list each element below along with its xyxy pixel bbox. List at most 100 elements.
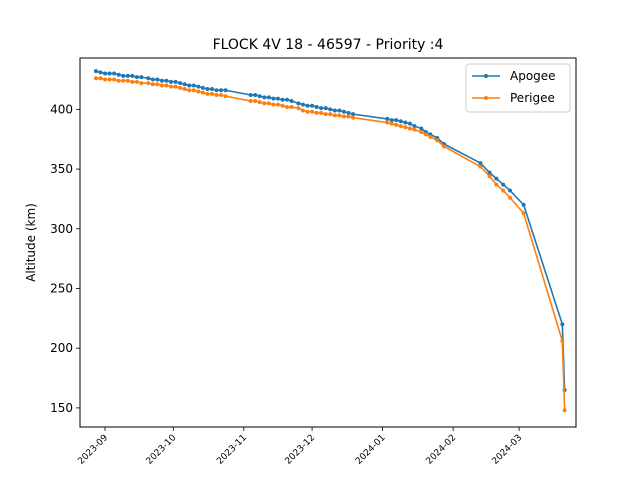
apogee-point-1 [98, 70, 103, 75]
apogee-point-26 [214, 88, 219, 93]
legend-label-perigee: Perigee [510, 91, 555, 105]
perigee-point-0 [93, 76, 98, 81]
perigee-point-42 [310, 109, 315, 114]
apogee-point-69 [521, 202, 526, 207]
y-tick-label-3: 300 [50, 222, 73, 236]
perigee-point-5 [116, 78, 121, 83]
apogee-point-32 [262, 95, 267, 100]
legend-marker-apogee [484, 74, 488, 78]
apogee-point-53 [389, 118, 394, 123]
perigee-point-24 [205, 91, 210, 96]
apogee-point-34 [271, 96, 276, 101]
apogee-point-35 [275, 96, 280, 101]
perigee-point-20 [187, 88, 192, 93]
perigee-point-39 [296, 106, 301, 111]
perigee-point-1 [98, 76, 103, 81]
apogee-point-47 [332, 108, 337, 113]
perigee-point-25 [209, 91, 214, 96]
perigee-point-55 [398, 124, 403, 129]
perigee-point-58 [412, 127, 417, 132]
apogee-point-50 [346, 110, 351, 115]
perigee-point-15 [164, 83, 169, 88]
perigee-point-29 [248, 98, 253, 103]
apogee-point-33 [266, 95, 271, 100]
perigee-point-56 [403, 125, 408, 130]
apogee-point-57 [407, 121, 412, 126]
perigee-point-36 [280, 103, 285, 108]
perigee-point-2 [103, 77, 108, 82]
perigee-point-12 [150, 82, 155, 87]
apogee-point-16 [169, 79, 174, 84]
apogee-point-46 [328, 107, 333, 112]
apogee-point-28 [223, 88, 228, 93]
apogee-point-36 [280, 97, 285, 102]
perigee-point-65 [487, 174, 492, 179]
perigee-point-49 [341, 114, 346, 119]
perigee-point-33 [266, 101, 271, 106]
apogee-point-38 [289, 98, 294, 103]
perigee-point-71 [562, 408, 567, 413]
apogee-point-40 [300, 102, 305, 107]
apogee-point-65 [487, 170, 492, 175]
perigee-point-18 [178, 85, 183, 90]
apogee-point-52 [385, 116, 390, 121]
perigee-point-68 [508, 195, 513, 200]
legend: Apogee Perigee [465, 63, 571, 113]
chart-title: FLOCK 4V 18 - 46597 - Priority :4 [213, 37, 444, 53]
axes-frame [79, 57, 577, 428]
perigee-point-7 [125, 78, 130, 83]
perigee-point-38 [289, 104, 294, 109]
apogee-point-37 [285, 97, 290, 102]
perigee-point-16 [169, 84, 174, 89]
apogee-point-21 [191, 83, 196, 88]
apogee-point-0 [93, 69, 98, 74]
apogee-point-44 [319, 106, 324, 111]
perigee-point-34 [271, 102, 276, 107]
perigee-point-14 [159, 83, 164, 88]
apogee-point-10 [139, 75, 144, 80]
apogee-point-27 [219, 88, 224, 93]
apogee-point-54 [394, 118, 399, 123]
perigee-point-53 [389, 121, 394, 126]
legend-marker-perigee [484, 96, 488, 100]
perigee-point-57 [407, 126, 412, 131]
perigee-point-17 [173, 84, 178, 89]
apogee-point-56 [403, 120, 408, 125]
apogee-point-64 [478, 161, 483, 166]
apogee-point-31 [257, 94, 262, 99]
apogee-point-48 [337, 108, 342, 113]
y-tick-label-5: 400 [50, 102, 73, 116]
y-tick-label-2: 250 [50, 281, 73, 295]
perigee-point-46 [328, 112, 333, 117]
perigee-point-6 [121, 78, 126, 83]
perigee-point-35 [275, 102, 280, 107]
apogee-point-49 [341, 109, 346, 114]
perigee-point-27 [219, 93, 224, 98]
apogee-point-68 [508, 188, 513, 193]
apogee-point-24 [205, 87, 210, 92]
apogee-point-66 [494, 176, 499, 181]
perigee-point-41 [305, 109, 310, 114]
apogee-point-8 [130, 73, 135, 78]
perigee-point-64 [478, 164, 483, 169]
apogee-point-67 [501, 182, 506, 187]
perigee-point-47 [332, 113, 337, 118]
perigee-point-21 [191, 88, 196, 93]
series-apogee [93, 69, 567, 392]
perigee-point-4 [112, 77, 117, 82]
perigee-point-13 [155, 82, 160, 87]
perigee-point-30 [253, 98, 258, 103]
apogee-point-70 [560, 322, 565, 327]
y-tick-label-0: 150 [50, 401, 73, 415]
perigee-point-40 [300, 108, 305, 113]
plot-area [93, 69, 567, 413]
series-perigee [93, 76, 567, 413]
perigee-point-52 [385, 120, 390, 125]
apogee-point-29 [248, 93, 253, 98]
apogee-point-2 [103, 71, 108, 76]
perigee-point-31 [257, 100, 262, 105]
apogee-point-6 [121, 73, 126, 78]
perigee-point-3 [107, 77, 112, 82]
perigee-point-69 [521, 211, 526, 216]
